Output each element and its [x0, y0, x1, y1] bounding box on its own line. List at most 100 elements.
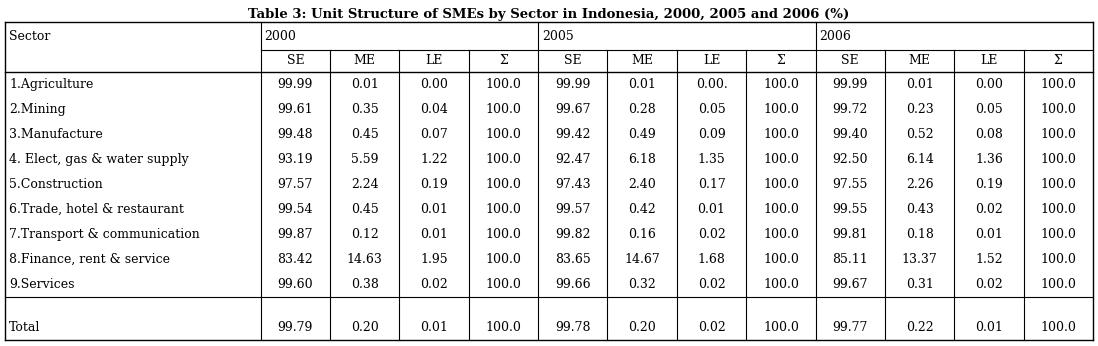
Text: 0.01: 0.01 — [628, 78, 657, 91]
Text: 99.61: 99.61 — [278, 103, 313, 116]
Text: 100.0: 100.0 — [485, 203, 522, 216]
Text: 0.00.: 0.00. — [696, 78, 727, 91]
Text: 6.Trade, hotel & restaurant: 6.Trade, hotel & restaurant — [9, 203, 183, 216]
Text: 100.0: 100.0 — [763, 128, 799, 141]
Text: 2.26: 2.26 — [906, 178, 933, 191]
Text: 0.01: 0.01 — [975, 228, 1002, 241]
Text: 14.63: 14.63 — [347, 253, 383, 266]
Text: 100.0: 100.0 — [485, 253, 522, 266]
Text: 100.0: 100.0 — [763, 321, 799, 334]
Text: LE: LE — [703, 55, 720, 67]
Text: 0.05: 0.05 — [975, 103, 1002, 116]
Text: 0.45: 0.45 — [351, 203, 379, 216]
Text: 100.0: 100.0 — [763, 153, 799, 166]
Text: 100.0: 100.0 — [485, 78, 522, 91]
Text: 100.0: 100.0 — [1041, 178, 1076, 191]
Text: 100.0: 100.0 — [763, 178, 799, 191]
Text: 3.Manufacture: 3.Manufacture — [9, 128, 103, 141]
Text: 92.47: 92.47 — [556, 153, 591, 166]
Text: Σ: Σ — [498, 55, 508, 67]
Text: 0.17: 0.17 — [697, 178, 726, 191]
Text: 0.38: 0.38 — [350, 278, 379, 291]
Text: 1.Agriculture: 1.Agriculture — [9, 78, 93, 91]
Text: Σ: Σ — [1054, 55, 1063, 67]
Text: 0.49: 0.49 — [628, 128, 656, 141]
Text: SE: SE — [841, 55, 859, 67]
Text: 99.60: 99.60 — [278, 278, 313, 291]
Text: 100.0: 100.0 — [1041, 321, 1076, 334]
Text: Total: Total — [9, 321, 41, 334]
Text: 100.0: 100.0 — [1041, 203, 1076, 216]
Text: 100.0: 100.0 — [1041, 153, 1076, 166]
Text: LE: LE — [425, 55, 442, 67]
Text: 0.01: 0.01 — [906, 78, 933, 91]
Text: 14.67: 14.67 — [625, 253, 660, 266]
Text: 1.52: 1.52 — [975, 253, 1002, 266]
Text: 99.42: 99.42 — [556, 128, 591, 141]
Text: 100.0: 100.0 — [1041, 228, 1076, 241]
Text: 6.14: 6.14 — [906, 153, 933, 166]
Text: 99.67: 99.67 — [832, 278, 869, 291]
Text: 99.78: 99.78 — [556, 321, 591, 334]
Text: 0.42: 0.42 — [628, 203, 656, 216]
Text: 0.22: 0.22 — [906, 321, 933, 334]
Text: 6.18: 6.18 — [628, 153, 657, 166]
Text: 0.07: 0.07 — [421, 128, 448, 141]
Text: 100.0: 100.0 — [763, 103, 799, 116]
Text: LE: LE — [981, 55, 998, 67]
Text: 9.Services: 9.Services — [9, 278, 75, 291]
Text: 99.72: 99.72 — [832, 103, 867, 116]
Text: 99.57: 99.57 — [556, 203, 591, 216]
Text: 0.19: 0.19 — [421, 178, 448, 191]
Text: 99.99: 99.99 — [278, 78, 313, 91]
Text: 100.0: 100.0 — [763, 203, 799, 216]
Text: 2005: 2005 — [542, 29, 574, 43]
Text: 0.20: 0.20 — [628, 321, 656, 334]
Text: 1.95: 1.95 — [421, 253, 448, 266]
Text: 0.01: 0.01 — [421, 203, 448, 216]
Text: 97.43: 97.43 — [554, 178, 591, 191]
Text: 100.0: 100.0 — [1041, 78, 1076, 91]
Text: 0.00: 0.00 — [975, 78, 1002, 91]
Text: 100.0: 100.0 — [763, 78, 799, 91]
Text: 100.0: 100.0 — [485, 321, 522, 334]
Text: 100.0: 100.0 — [485, 278, 522, 291]
Text: 99.82: 99.82 — [556, 228, 591, 241]
Text: 99.40: 99.40 — [832, 128, 869, 141]
Text: 100.0: 100.0 — [763, 278, 799, 291]
Text: 0.01: 0.01 — [975, 321, 1002, 334]
Text: 100.0: 100.0 — [1041, 103, 1076, 116]
Text: 100.0: 100.0 — [763, 253, 799, 266]
Text: 0.01: 0.01 — [697, 203, 726, 216]
Text: 0.31: 0.31 — [906, 278, 933, 291]
Text: 100.0: 100.0 — [485, 103, 522, 116]
Text: 99.55: 99.55 — [832, 203, 867, 216]
Text: 99.81: 99.81 — [832, 228, 869, 241]
Text: 0.02: 0.02 — [697, 278, 726, 291]
Text: 0.02: 0.02 — [421, 278, 448, 291]
Text: 0.01: 0.01 — [350, 78, 379, 91]
Text: 0.19: 0.19 — [975, 178, 1002, 191]
Text: 0.12: 0.12 — [351, 228, 379, 241]
Text: 83.42: 83.42 — [278, 253, 313, 266]
Text: 100.0: 100.0 — [1041, 253, 1076, 266]
Text: 2.Mining: 2.Mining — [9, 103, 66, 116]
Text: 0.52: 0.52 — [906, 128, 933, 141]
Text: 0.35: 0.35 — [351, 103, 379, 116]
Text: 0.09: 0.09 — [697, 128, 726, 141]
Text: 100.0: 100.0 — [485, 128, 522, 141]
Text: 0.02: 0.02 — [975, 203, 1002, 216]
Text: 99.48: 99.48 — [278, 128, 313, 141]
Text: 0.43: 0.43 — [906, 203, 933, 216]
Text: 100.0: 100.0 — [763, 228, 799, 241]
Text: 99.99: 99.99 — [556, 78, 591, 91]
Text: 2.40: 2.40 — [628, 178, 656, 191]
Text: 99.99: 99.99 — [832, 78, 867, 91]
Text: 97.55: 97.55 — [832, 178, 867, 191]
Text: 1.35: 1.35 — [697, 153, 726, 166]
Text: 4. Elect, gas & water supply: 4. Elect, gas & water supply — [9, 153, 189, 166]
Text: 100.0: 100.0 — [485, 178, 522, 191]
Text: ME: ME — [909, 55, 931, 67]
Text: 0.01: 0.01 — [421, 228, 448, 241]
Text: 2.24: 2.24 — [351, 178, 379, 191]
